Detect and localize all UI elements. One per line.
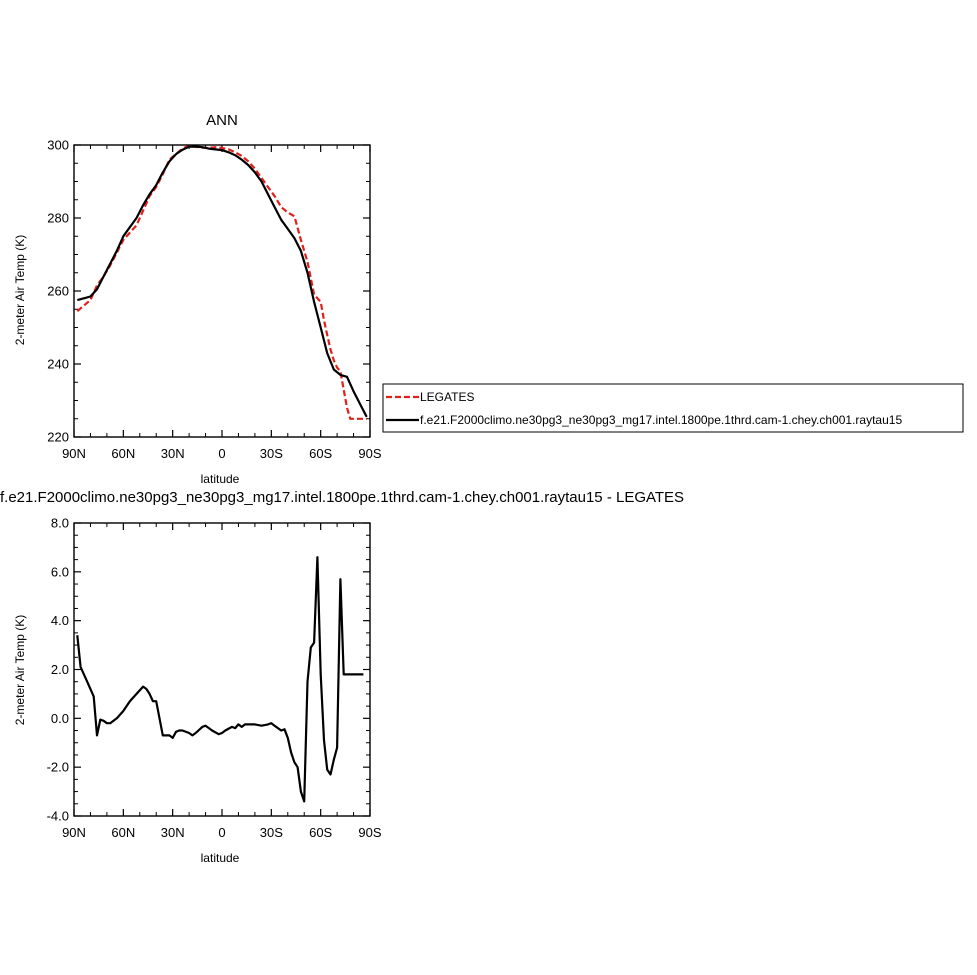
legend-label-legates: LEGATES: [420, 390, 474, 404]
x-tick-label: 30S: [260, 825, 283, 840]
y-tick-label: -4.0: [47, 809, 69, 824]
y-tick-label: 260: [47, 284, 69, 299]
difference-panel: f.e21.F2000climo.ne30pg3_ne30pg3_mg17.in…: [0, 489, 684, 865]
climatology-title: ANN: [206, 112, 238, 129]
climatology-x-tick-labels: 90N 60N 30N 0 30S 60S 90S: [62, 446, 382, 461]
x-tick-label: 60N: [111, 446, 135, 461]
y-tick-label: 220: [47, 430, 69, 445]
y-tick-label: 2.0: [51, 662, 69, 677]
x-tick-label: 30N: [161, 825, 185, 840]
legend-box: [382, 383, 964, 433]
x-tick-label: 30S: [260, 446, 283, 461]
legend: LEGATES f.e21.F2000climo.ne30pg3_ne30pg3…: [382, 383, 964, 433]
difference-y-axis-label: 2-meter Air Temp (K): [13, 615, 27, 725]
x-tick-label: 60N: [111, 825, 135, 840]
difference-title: f.e21.F2000climo.ne30pg3_ne30pg3_mg17.in…: [0, 489, 684, 506]
y-tick-label: 6.0: [51, 564, 69, 579]
climatology-panel: ANN 90N 60N 30N 0 30S 60S 90S 220240260280300 …: [13, 112, 382, 486]
y-tick-label: 8.0: [51, 516, 69, 531]
legates-line: [76, 144, 367, 420]
x-tick-label: 90S: [358, 825, 381, 840]
y-tick-label: 4.0: [51, 613, 69, 628]
climatology-ticks: [73, 144, 371, 438]
climatology-lines: [76, 144, 368, 420]
x-tick-label: 90S: [358, 446, 381, 461]
y-tick-label: 240: [47, 357, 69, 372]
x-tick-label: 0: [218, 446, 225, 461]
climatology-y-axis-label: 2-meter Air Temp (K): [13, 235, 27, 345]
x-tick-label: 60S: [309, 446, 332, 461]
climatology-x-axis-label: latitude: [201, 472, 240, 486]
climatology-y-tick-labels: 220 240 260 280 300: [47, 138, 69, 445]
y-tick-label: 280: [47, 211, 69, 226]
difference-x-axis-label: latitude: [201, 851, 240, 865]
x-tick-label: 30N: [161, 446, 185, 461]
y-tick-label: -2.0: [47, 760, 69, 775]
difference-ticks: [73, 522, 371, 817]
x-tick-label: 90N: [62, 446, 86, 461]
x-tick-label: 0: [218, 825, 225, 840]
difference-lines: [76, 556, 364, 803]
y-tick-label: 0.0: [51, 711, 69, 726]
model-line: [77, 145, 368, 418]
legend-label-model: f.e21.F2000climo.ne30pg3_ne30pg3_mg17.in…: [420, 413, 902, 427]
climatology-plot-frame: [73, 144, 371, 438]
y-tick-label: 300: [47, 138, 69, 153]
x-tick-label: 60S: [309, 825, 332, 840]
x-tick-label: 90N: [62, 825, 86, 840]
difference-line: [76, 556, 364, 803]
difference-plot-frame: [73, 522, 371, 817]
difference-x-tick-labels: 90N 60N 30N 0 30S 60S 90S: [62, 825, 382, 840]
difference-y-tick-labels: -4.0 -2.0 0.0 2.0 4.0 6.0 8.0: [47, 516, 69, 824]
